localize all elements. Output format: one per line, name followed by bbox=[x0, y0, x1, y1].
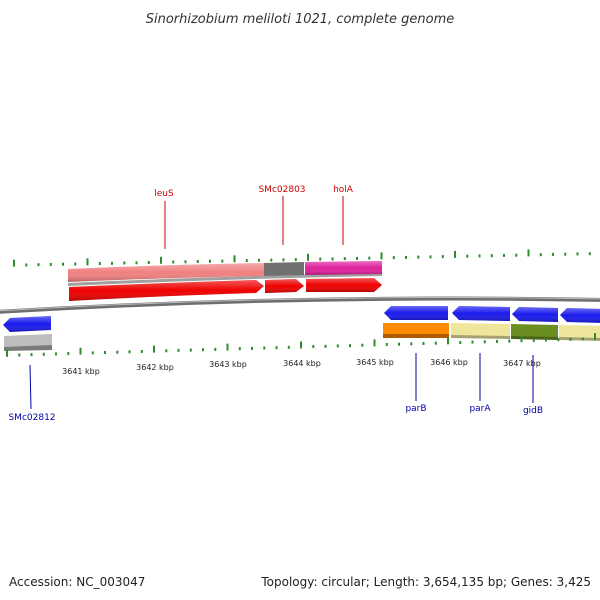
scale-label-3644: 3644 kbp bbox=[283, 359, 321, 368]
reverse-gene-labels: SMc02812 parB parA gidB bbox=[8, 353, 543, 423]
feature-parA-band-shadow bbox=[451, 335, 510, 339]
leader-SMc02812 bbox=[29, 364, 32, 410]
feature-SMc02812-band-shadow bbox=[4, 345, 52, 351]
feature-parB-band[interactable] bbox=[383, 323, 449, 336]
label-leuS[interactable]: leuS bbox=[154, 189, 174, 199]
gene-SMc02812-arrow-shine bbox=[3, 316, 51, 332]
gene-parB-arrow-shine bbox=[384, 306, 448, 320]
label-holA[interactable]: holA bbox=[333, 185, 354, 195]
feature-gidB-band[interactable] bbox=[511, 324, 558, 338]
label-SMc02803[interactable]: SMc02803 bbox=[258, 185, 305, 195]
feature-next-band-shadow bbox=[559, 337, 600, 341]
scale-label-3646: 3646 kbp bbox=[430, 358, 468, 367]
scale-label-3647: 3647 kbp bbox=[503, 359, 541, 368]
reverse-strand-genes bbox=[3, 306, 600, 351]
scale-ticks-bottom bbox=[6, 333, 596, 357]
scale-labels: 3641 kbp 3642 kbp 3643 kbp 3644 kbp 3645… bbox=[62, 358, 541, 376]
scale-label-3645: 3645 kbp bbox=[356, 358, 394, 367]
map-title: Sinorhizobium meliloti 1021, complete ge… bbox=[146, 12, 455, 27]
forward-gene-labels: leuS SMc02803 holA bbox=[154, 185, 354, 249]
scale-ticks-top bbox=[13, 249, 591, 267]
label-gidB[interactable]: gidB bbox=[523, 406, 543, 416]
feature-parA-band[interactable] bbox=[451, 323, 510, 337]
feature-band-shadow bbox=[68, 273, 382, 286]
feature-holA-band-shine bbox=[305, 261, 382, 275]
gene-leuS-arrow-shine bbox=[69, 280, 264, 301]
scale-label-3642: 3642 kbp bbox=[136, 363, 174, 372]
feature-next-band[interactable] bbox=[559, 325, 600, 339]
gene-gidB-arrow-shine bbox=[512, 307, 558, 322]
scale-label-3641: 3641 kbp bbox=[62, 367, 100, 376]
genome-backbone bbox=[0, 296, 600, 314]
feature-SMc02812-band[interactable] bbox=[4, 334, 52, 349]
gene-holA-arrow-shine bbox=[306, 278, 382, 292]
feature-SMc02803-band[interactable] bbox=[264, 262, 304, 276]
label-parB[interactable]: parB bbox=[405, 404, 426, 414]
label-SMc02812[interactable]: SMc02812 bbox=[8, 413, 55, 423]
feature-leuS-band-shine bbox=[68, 263, 264, 282]
accession-text: Accession: NC_003047 bbox=[9, 575, 145, 589]
scale-label-3643: 3643 kbp bbox=[209, 360, 247, 369]
feature-parB-band-shadow bbox=[383, 334, 449, 338]
genome-summary-text: Topology: circular; Length: 3,654,135 bp… bbox=[260, 575, 591, 589]
forward-strand-genes bbox=[68, 261, 382, 301]
label-parA[interactable]: parA bbox=[469, 404, 491, 414]
genome-backbone-highlight bbox=[0, 297, 600, 312]
gene-next-arrow-shine bbox=[560, 308, 600, 323]
gene-SMc02803-arrow-shine bbox=[265, 279, 304, 293]
gene-parA-arrow-shine bbox=[452, 306, 510, 321]
